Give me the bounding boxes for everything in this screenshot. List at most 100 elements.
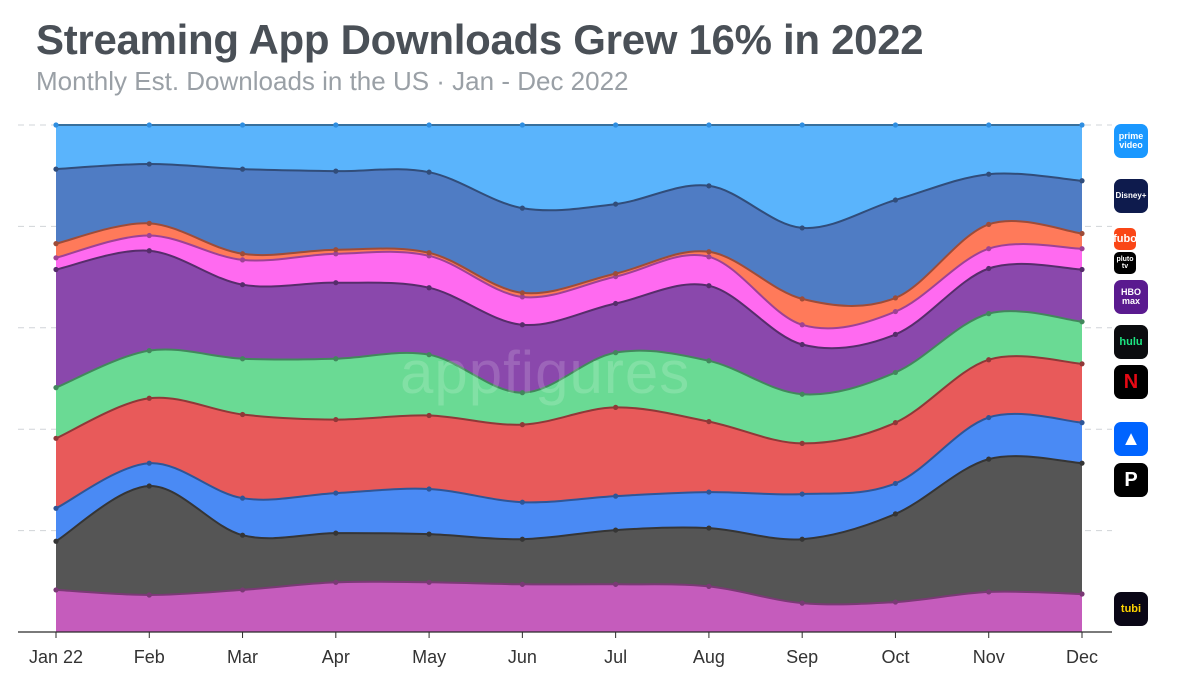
point-hulu-10 — [986, 311, 992, 317]
hulu-icon-text: hulu — [1119, 335, 1143, 348]
point-paramount-2 — [239, 495, 246, 501]
point-peacock-3 — [333, 530, 339, 536]
point-disney-4 — [426, 169, 432, 175]
point-pluto-tv-1 — [146, 232, 152, 239]
point-fubotv-6 — [613, 270, 619, 277]
point-tubi-2 — [239, 587, 246, 593]
x-tick-label: Jun — [508, 647, 537, 667]
point-tubi-4 — [426, 579, 432, 585]
point-pluto-tv-8 — [799, 322, 805, 328]
point-hulu-0 — [53, 385, 59, 391]
point-hbo-max-2 — [239, 282, 246, 288]
point-tubi-1 — [146, 592, 152, 598]
x-tick-label: Aug — [693, 647, 725, 667]
point-prime-video-7 — [706, 122, 712, 128]
point-netflix-11 — [1079, 361, 1085, 367]
line-disney — [55, 162, 1083, 229]
point-hbo-max-3 — [333, 280, 339, 286]
point-peacock-11 — [1079, 460, 1085, 466]
point-hulu-8 — [799, 391, 805, 397]
point-disney-9 — [892, 197, 899, 203]
legend-icons: prime video Disney+ fubo pluto tv HBO max hulu N ▲… — [1114, 0, 1150, 675]
series-points — [53, 122, 1085, 606]
point-fubotv-5 — [519, 290, 525, 296]
point-fubotv-8 — [799, 296, 805, 302]
hbo-max-icon-text: max — [1121, 296, 1140, 306]
point-tubi-6 — [613, 581, 619, 587]
point-pluto-tv-2 — [239, 257, 246, 263]
point-tubi-8 — [799, 600, 805, 606]
peacock-icon: P — [1114, 463, 1148, 497]
point-pluto-tv-3 — [333, 251, 339, 257]
point-prime-video-2 — [239, 122, 246, 128]
point-paramount-5 — [519, 499, 525, 505]
point-prime-video-6 — [613, 122, 619, 128]
x-tick-label: Jul — [604, 647, 627, 667]
x-axis: Jan 22 Feb Mar Apr May Jun Jul Aug Sep Oct Nov Dec — [18, 631, 1112, 667]
point-prime-video-8 — [799, 122, 805, 128]
point-prime-video-0 — [53, 122, 59, 128]
point-peacock-2 — [239, 532, 246, 538]
point-paramount-3 — [333, 490, 339, 496]
point-peacock-7 — [706, 525, 712, 531]
point-prime-video-11 — [1079, 122, 1085, 128]
point-pluto-tv-10 — [986, 246, 992, 252]
x-tick-label: Dec — [1066, 647, 1098, 667]
point-disney-1 — [146, 161, 152, 167]
paramount-plus-icon-text: ▲ — [1121, 428, 1141, 450]
watermark: appfigures — [400, 339, 691, 406]
point-tubi-9 — [892, 599, 899, 605]
pluto-tv-icon-text: pluto — [1116, 256, 1134, 263]
point-hbo-max-7 — [706, 283, 712, 289]
point-prime-video-3 — [333, 122, 339, 128]
point-netflix-9 — [892, 420, 899, 426]
point-hbo-max-9 — [892, 331, 899, 337]
point-hulu-4 — [426, 352, 432, 358]
point-netflix-10 — [986, 357, 992, 363]
pluto-tv-icon: pluto tv — [1114, 252, 1136, 274]
point-fubotv-10 — [986, 221, 992, 227]
point-tubi-7 — [706, 583, 712, 589]
point-hulu-5 — [519, 390, 525, 396]
point-disney-0 — [53, 166, 59, 172]
paramount-plus-icon: ▲ — [1114, 422, 1148, 456]
disney-plus-icon: Disney+ — [1114, 179, 1148, 213]
line-peacock — [55, 455, 1083, 543]
point-disney-11 — [1079, 178, 1085, 184]
point-peacock-0 — [53, 538, 59, 544]
point-netflix-2 — [239, 411, 246, 418]
point-fubotv-11 — [1079, 230, 1085, 237]
line-paramount — [55, 412, 1083, 510]
point-hbo-max-5 — [519, 322, 525, 328]
hbo-max-icon: HBO max — [1114, 280, 1148, 314]
line-fubotv — [55, 220, 1083, 307]
point-hbo-max-4 — [426, 285, 432, 291]
line-hulu — [55, 310, 1083, 396]
x-tick-label: Mar — [227, 647, 258, 667]
x-tick-label: Jan 22 — [29, 647, 83, 667]
point-pluto-tv-9 — [892, 308, 899, 315]
point-paramount-9 — [892, 480, 899, 487]
point-netflix-1 — [146, 395, 152, 401]
point-prime-video-1 — [146, 122, 152, 128]
point-fubotv-4 — [426, 250, 432, 256]
point-paramount-8 — [799, 491, 805, 497]
point-netflix-0 — [53, 435, 59, 441]
disney-plus-icon-text: Disney+ — [1115, 191, 1147, 200]
point-peacock-10 — [986, 456, 992, 462]
point-disney-7 — [706, 183, 712, 189]
chart-title: Streaming App Downloads Grew 16% in 2022 — [36, 16, 924, 63]
tubi-icon-text: tubi — [1120, 602, 1142, 615]
x-tick-label: May — [412, 647, 446, 667]
line-tubi — [55, 580, 1083, 606]
point-fubotv-9 — [892, 295, 899, 301]
point-paramount-0 — [53, 505, 59, 511]
area-tubi — [56, 581, 1082, 632]
prime-video-icon-text: prime — [1118, 131, 1144, 141]
point-netflix-3 — [333, 416, 339, 423]
point-disney-6 — [613, 201, 619, 207]
point-netflix-7 — [706, 418, 712, 425]
point-disney-5 — [519, 205, 525, 211]
point-prime-video-10 — [986, 122, 992, 128]
point-hulu-7 — [706, 358, 712, 364]
